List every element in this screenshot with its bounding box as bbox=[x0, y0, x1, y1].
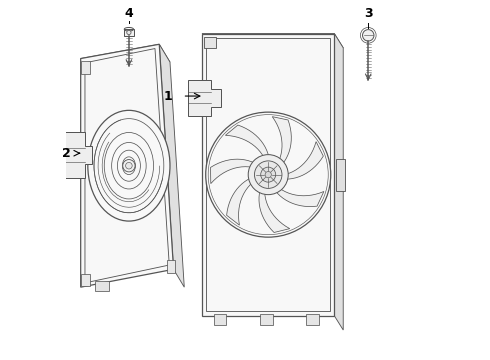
Text: 1: 1 bbox=[164, 90, 172, 103]
Circle shape bbox=[127, 30, 131, 35]
Polygon shape bbox=[65, 132, 93, 178]
Polygon shape bbox=[260, 314, 273, 325]
Circle shape bbox=[261, 167, 276, 182]
Polygon shape bbox=[225, 125, 269, 158]
Polygon shape bbox=[211, 159, 255, 184]
Polygon shape bbox=[159, 44, 184, 287]
Polygon shape bbox=[275, 188, 324, 207]
Polygon shape bbox=[85, 49, 169, 283]
Circle shape bbox=[254, 161, 282, 188]
Polygon shape bbox=[81, 44, 170, 76]
Polygon shape bbox=[272, 117, 291, 164]
Polygon shape bbox=[306, 314, 319, 325]
Polygon shape bbox=[202, 33, 334, 316]
Circle shape bbox=[248, 155, 288, 195]
Polygon shape bbox=[336, 158, 345, 191]
Text: 4: 4 bbox=[124, 8, 133, 21]
Circle shape bbox=[265, 171, 271, 178]
Polygon shape bbox=[334, 33, 343, 330]
Polygon shape bbox=[214, 314, 226, 325]
Ellipse shape bbox=[88, 111, 170, 221]
Polygon shape bbox=[206, 38, 330, 311]
Polygon shape bbox=[188, 80, 220, 116]
Polygon shape bbox=[259, 190, 290, 233]
Polygon shape bbox=[285, 141, 323, 179]
Text: 2: 2 bbox=[62, 147, 71, 160]
Polygon shape bbox=[81, 61, 90, 74]
Polygon shape bbox=[95, 281, 109, 291]
Polygon shape bbox=[202, 33, 343, 48]
Polygon shape bbox=[226, 178, 252, 225]
Polygon shape bbox=[81, 274, 90, 287]
Polygon shape bbox=[124, 29, 134, 36]
Circle shape bbox=[206, 112, 331, 237]
Polygon shape bbox=[167, 260, 175, 273]
Circle shape bbox=[363, 30, 374, 41]
Polygon shape bbox=[81, 44, 173, 287]
Circle shape bbox=[122, 159, 135, 172]
Text: 3: 3 bbox=[364, 8, 372, 21]
Circle shape bbox=[125, 162, 132, 169]
Polygon shape bbox=[204, 37, 217, 48]
